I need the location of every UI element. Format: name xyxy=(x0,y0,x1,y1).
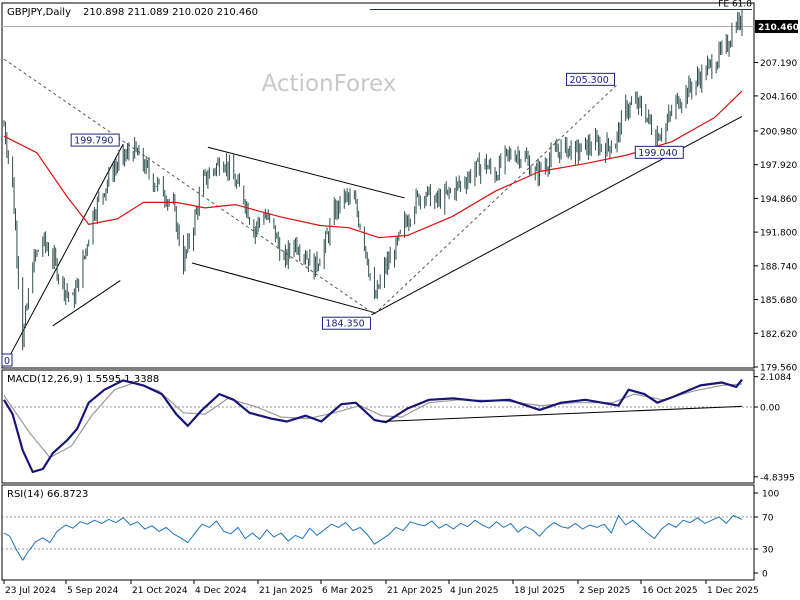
price-tick-label: 179.560 xyxy=(760,364,797,374)
time-axis: 23 Jul 2024 5 Sep 2024 21 Oct 2024 4 Dec 20… xyxy=(3,580,759,596)
annotation-label: 199.790 xyxy=(74,136,113,147)
price-bars xyxy=(3,9,743,351)
annotation-label-clipped: 0 xyxy=(4,356,10,367)
annotation-box xyxy=(321,316,371,330)
annotation-box-clipped xyxy=(1,353,13,367)
time-tick-label: 4 Jun 2025 xyxy=(450,586,498,596)
macd-pane-frame xyxy=(1,369,755,484)
annotation-label: 205.300 xyxy=(570,75,609,86)
annotation-label: 199.040 xyxy=(638,148,677,159)
price-tick-label: 182.620 xyxy=(760,330,797,340)
trend-line xyxy=(207,146,405,199)
trend-line xyxy=(191,262,375,314)
time-tick-label: 18 Jul 2025 xyxy=(514,586,565,596)
time-tick-label: 1 Dec 2025 xyxy=(707,586,759,596)
macd-tick-label: -4.8395 xyxy=(760,473,795,483)
price-tick-label: 204.160 xyxy=(760,92,797,102)
dashed-trend-line xyxy=(374,82,619,315)
rsi-pane: 100 70 30 0 xyxy=(2,490,779,580)
macd-pane: 2.1084 0.00 -4.8395 xyxy=(2,373,795,483)
rsi-tick-label: 100 xyxy=(762,490,779,500)
moving-average-line xyxy=(3,90,743,239)
price-tick-label: 185.680 xyxy=(760,296,797,306)
rsi-tick-label: 0 xyxy=(762,570,768,580)
rsi-label: RSI(14) 66.8723 xyxy=(7,489,88,500)
chart-title: GBPJPY,Daily xyxy=(7,7,71,18)
price-tick-label: 197.920 xyxy=(760,161,797,171)
time-tick-label: 6 Mar 2025 xyxy=(322,586,373,596)
time-tick-label: 23 Jul 2024 xyxy=(5,586,56,596)
last-price-label: 210.460 xyxy=(758,23,799,33)
rsi-pane-frame xyxy=(1,484,755,581)
price-tick-label: 200.980 xyxy=(760,127,797,137)
macd-main-line xyxy=(3,378,743,473)
macd-signal-line xyxy=(3,381,743,459)
trend-line xyxy=(52,280,121,327)
macd-tick-label: 0.00 xyxy=(760,404,780,414)
last-price-box xyxy=(755,19,798,33)
rsi-line xyxy=(3,514,743,561)
time-tick-label: 16 Oct 2025 xyxy=(642,586,698,596)
time-tick-label: 21 Apr 2025 xyxy=(387,586,443,596)
ohlc-readout: 210.898 211.089 210.020 210.460 xyxy=(83,7,258,18)
price-axis: 207.190 204.160 200.980 197.920 194.860 191.8… xyxy=(754,19,799,374)
time-tick-label: 4 Dec 2024 xyxy=(195,586,247,596)
moving-average xyxy=(3,90,743,239)
fe-level-label: FE 61.8 xyxy=(718,0,752,10)
macd-tick-label: 2.1084 xyxy=(760,373,792,383)
time-tick-label: 5 Sep 2024 xyxy=(67,586,119,596)
watermark: ActionForex xyxy=(262,71,397,97)
dashed-trend-line xyxy=(3,58,375,315)
time-tick-label: 2 Sep 2025 xyxy=(579,586,630,596)
annotation-box xyxy=(634,145,684,159)
price-tick-label: 194.860 xyxy=(760,195,797,205)
annotation-box xyxy=(70,133,120,147)
price-tick-label: 188.740 xyxy=(760,262,797,272)
rsi-tick-label: 70 xyxy=(762,514,774,524)
annotation-box xyxy=(566,72,616,86)
price-pane-frame xyxy=(1,2,755,369)
price-tick-label: 191.800 xyxy=(760,229,797,239)
price-tick-label: 207.190 xyxy=(760,59,797,69)
price-annotations: 199.790 184.350 205.300 199.040 0 xyxy=(1,72,684,367)
time-tick-label: 21 Jan 2025 xyxy=(259,586,313,596)
macd-label: MACD(12,26,9) 1.5595 1.3388 xyxy=(7,374,159,385)
macd-trend-line xyxy=(381,405,743,422)
annotation-label: 184.350 xyxy=(325,319,364,330)
price-gridlines: FE 61.8 xyxy=(2,0,754,27)
rsi-tick-label: 30 xyxy=(762,546,774,556)
time-tick-label: 21 Oct 2024 xyxy=(132,586,188,596)
